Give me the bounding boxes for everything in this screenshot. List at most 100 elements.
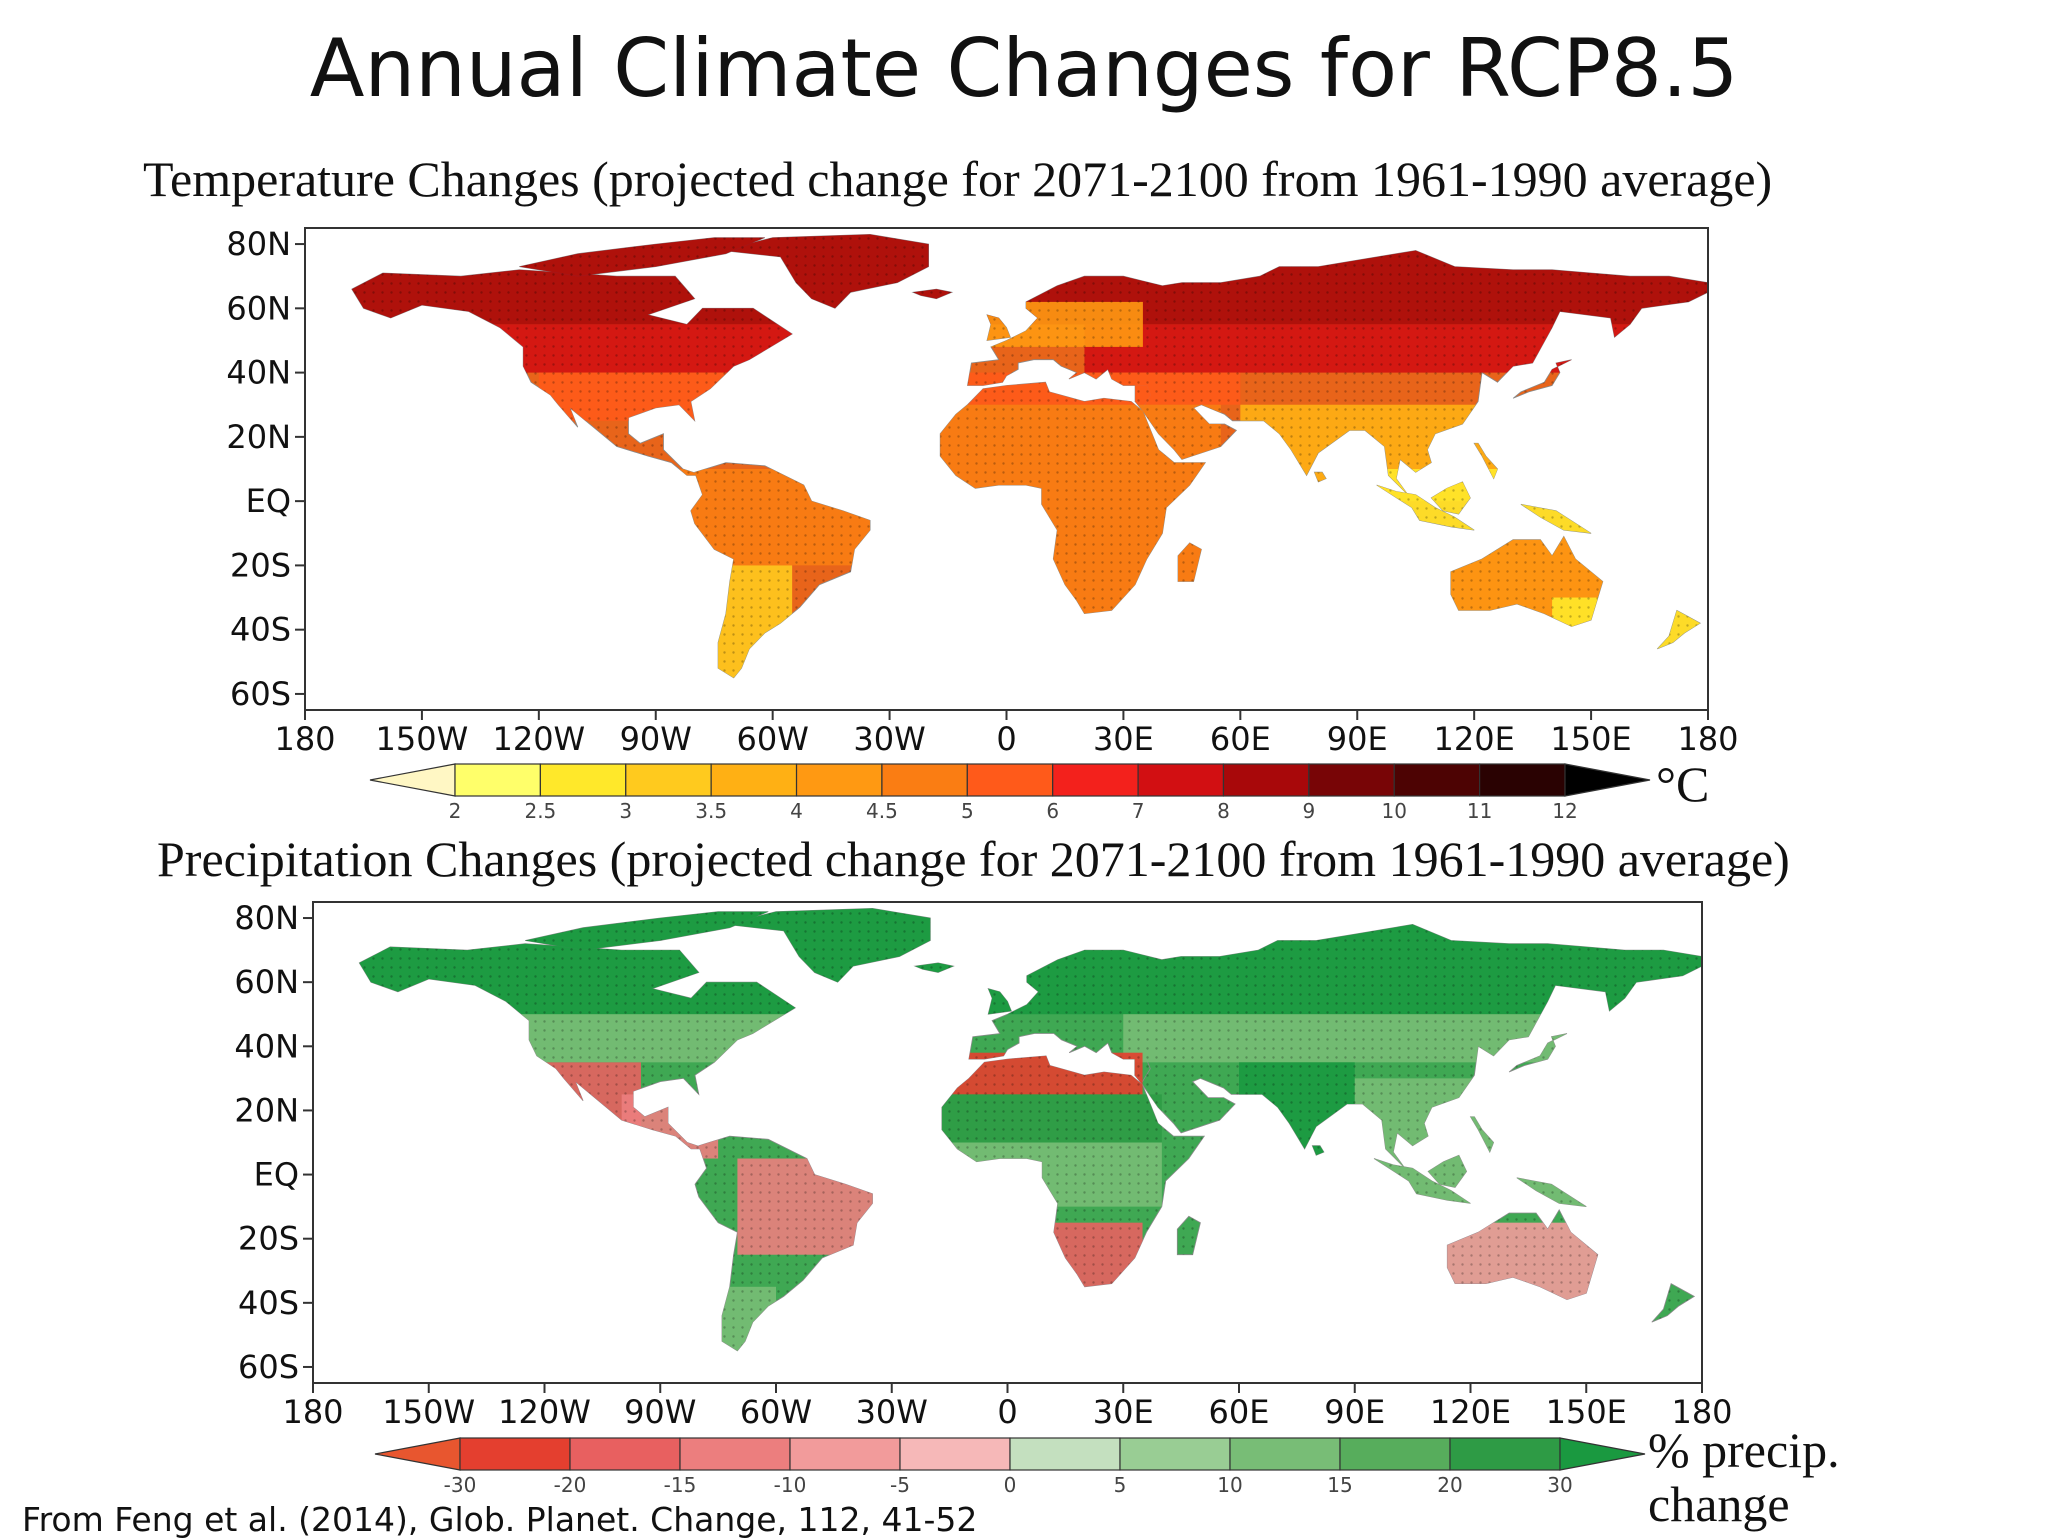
colorbar-tick-label: -10 [774,1473,807,1497]
lon-tick-label: 60E [1209,1393,1270,1431]
colorbar-segment [1137,763,1225,797]
precipitation-colorbar-unit: % precip. change [1648,1423,1840,1531]
lon-tick-label: 180 [1671,1393,1732,1431]
colorbar-tick-label: 7 [1132,799,1145,823]
colorbar-tick-label: -15 [664,1473,697,1497]
lon-tick-label: 120E [1434,720,1515,758]
colorbar-tick-label: 15 [1327,1473,1352,1497]
lat-tick-label: 60S [230,675,291,713]
lon-tick-label: 120E [1430,1393,1511,1431]
colorbar-tick-label: 6 [1046,799,1059,823]
colorbar-arrow-high [1564,763,1651,797]
lon-tick-label: 30W [853,720,925,758]
colorbar-segment [1119,1437,1231,1471]
colorbar-tick-label: 30 [1547,1473,1572,1497]
lat-tick-label: 60N [234,963,299,1001]
lon-tick-label: 90W [620,720,692,758]
colorbar-segment [539,763,627,797]
colorbar-segment [881,763,968,797]
lat-tick-label: 40N [234,1027,299,1065]
lon-tick-label: 30W [856,1393,928,1431]
colorbar-segment [459,1437,571,1471]
colorbar-segment [1479,763,1566,797]
colorbar-tick-label: 0 [1004,1473,1017,1497]
lat-tick-label: 40S [230,611,291,649]
lon-tick-label: 0 [996,720,1016,758]
colorbar-tick-label: 4.5 [866,799,898,823]
colorbar-tick-label: 3.5 [695,799,727,823]
lat-tick-label: 20S [230,546,291,584]
colorbar: 2 2.5 3 3.5 4 4.5 5 6 7 8 9 10 11 12 [369,763,1651,823]
lat-tick-label: 40S [238,1284,299,1322]
precipitation-map-subtitle: Precipitation Changes (projected change … [157,831,1790,887]
lon-tick-label: 30E [1093,1393,1154,1431]
lon-tick-label: 150W [376,720,469,758]
colorbar-tick-label: 20 [1437,1473,1462,1497]
lon-tick-label: 60E [1210,720,1271,758]
colorbar-segment [1229,1437,1341,1471]
lon-tick-label: 90E [1327,720,1388,758]
temperature-unit-line: °C [1656,756,1710,812]
colorbar-arrow-low [374,1437,461,1471]
colorbar-segment [1449,1437,1561,1471]
colorbar-segment [625,763,712,797]
lon-tick-label: 90E [1324,1393,1385,1431]
colorbar-segment [1222,763,1310,797]
colorbar-tick-label: -30 [444,1473,477,1497]
lon-tick-label: 150E [1546,1393,1627,1431]
precipitation-unit-line-1: % precip. [1648,1422,1840,1478]
lon-tick-label: 90W [624,1393,696,1431]
colorbar-segment [795,763,883,797]
source-citation: From Feng et al. (2014), Glob. Planet. C… [22,1500,978,1539]
colorbar-segment [789,1437,901,1471]
lat-tick-label: 80N [234,899,299,937]
slide-title: Annual Climate Changes for RCP8.5 [309,22,1739,115]
colorbar-segment [966,763,1054,797]
colorbar-segment [1052,763,1139,797]
colorbar-tick-label: -20 [554,1473,587,1497]
lat-tick-label: 20N [226,418,291,456]
colorbar-tick-label: 2 [449,799,462,823]
colorbar-tick-label: 4 [790,799,803,823]
lon-tick-label: 60W [740,1393,812,1431]
lat-tick-label: 40N [226,354,291,392]
lat-tick-label: EQ [246,482,291,520]
colorbar-tick-label: 5 [1114,1473,1127,1497]
colorbar-tick-label: 8 [1217,799,1230,823]
colorbar-tick-label: 2.5 [524,799,556,823]
colorbar-tick-label: 9 [1302,799,1315,823]
colorbar-arrow-high [1559,1437,1646,1471]
colorbar-segment [899,1437,1011,1471]
lon-tick-label: 150W [382,1393,475,1431]
colorbar-segment [710,763,798,797]
lon-tick-label: 120W [492,720,585,758]
lon-tick-label: 150E [1550,720,1631,758]
colorbar-segment [1393,763,1481,797]
colorbar-segment [454,763,541,797]
lon-tick-label: 30E [1093,720,1154,758]
colorbar-arrow-low [369,763,456,797]
lat-tick-label: 60S [238,1348,299,1386]
map-panel-temperature: 80N 60N 40N 20N EQ 20S 40S 60S 180 150W 120W 90W 60W… [226,225,1738,823]
colorbar-tick-label: 5 [961,799,974,823]
colorbar-tick-label: 10 [1217,1473,1242,1497]
colorbar-segment [1308,763,1395,797]
colorbar-tick-label: 10 [1382,799,1407,823]
colorbar: -30 -20 -15 -10 -5 0 5 10 15 20 30 [374,1437,1646,1497]
colorbar-segment [679,1437,791,1471]
colorbar-tick-label: 3 [619,799,632,823]
lat-tick-label: EQ [254,1156,299,1194]
lon-tick-label: 180 [1677,720,1738,758]
colorbar-tick-label: 11 [1467,799,1492,823]
lon-tick-label: 0 [997,1393,1017,1431]
lat-tick-label: 80N [226,225,291,263]
lon-tick-label: 120W [498,1393,591,1431]
lat-tick-label: 60N [226,289,291,327]
lat-tick-label: 20N [234,1091,299,1129]
colorbar-segment [1009,1437,1121,1471]
precipitation-unit-line-2: change [1648,1476,1790,1532]
colorbar-tick-label: -5 [890,1473,910,1497]
map-panel-precipitation: 80N 60N 40N 20N EQ 20S 40S 60S 180 150W 120W 90W 60W… [234,899,1732,1497]
lat-tick-label: 20S [238,1220,299,1258]
